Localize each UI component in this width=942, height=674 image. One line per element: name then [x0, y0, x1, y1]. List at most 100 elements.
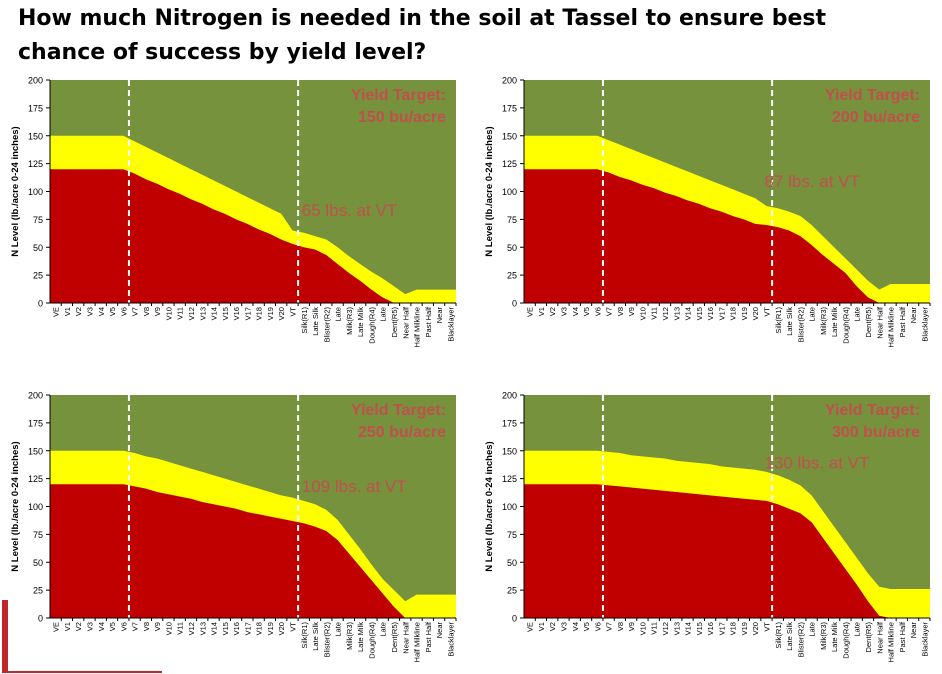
x-tick-label: Half Milkline [413, 307, 422, 347]
x-tick-label: VT [288, 307, 297, 317]
x-tick-label: V16 [706, 622, 715, 635]
x-tick-label: V15 [695, 307, 704, 320]
x-tick-label: V3 [559, 307, 568, 316]
yield-target-value: 200 bu/acre [832, 109, 920, 126]
x-tick-label: V10 [638, 307, 647, 320]
x-tick-label: Silk(R1) [774, 307, 783, 334]
y-tick-label: 125 [28, 474, 43, 484]
y-tick-label: 150 [28, 446, 43, 456]
x-tick-label: V6 [119, 307, 128, 316]
x-tick-label: Dent(R5) [390, 307, 399, 338]
x-tick-label: Near [909, 622, 918, 639]
x-tick-label: Past Half [898, 621, 907, 652]
x-tick-label: V5 [582, 622, 591, 631]
y-tick-label: 50 [33, 243, 43, 253]
x-tick-label: V8 [616, 622, 625, 631]
x-tick-label: Late Milk [830, 307, 839, 337]
x-tick-label: Past Half [898, 306, 907, 337]
x-tick-label: V8 [142, 307, 151, 316]
x-tick-label: Late Silk [311, 307, 320, 336]
x-tick-label: VE [526, 307, 535, 317]
x-tick-label: Near [435, 622, 444, 639]
x-tick-label: V15 [221, 307, 230, 320]
x-tick-label: Late Milk [356, 622, 365, 652]
x-tick-label: V14 [210, 622, 219, 635]
y-tick-label: 0 [38, 299, 43, 309]
x-tick-label: V2 [74, 622, 83, 631]
y-tick-label: 25 [33, 586, 43, 596]
x-tick-label: V7 [131, 622, 140, 631]
y-tick-label: 125 [502, 474, 517, 484]
x-tick-label: V9 [627, 307, 636, 316]
x-tick-label: Late Milk [830, 622, 839, 652]
x-tick-label: V16 [232, 622, 241, 635]
x-tick-label: V10 [638, 622, 647, 635]
x-tick-label: Silk(R1) [774, 622, 783, 649]
x-tick-label: V8 [142, 622, 151, 631]
x-tick-label: Near Half [875, 621, 884, 654]
x-tick-label: V3 [85, 622, 94, 631]
x-tick-label: Blister(R2) [322, 306, 331, 342]
vt-annotation: 109 lbs. at VT [302, 477, 407, 496]
x-tick-label: V7 [131, 307, 140, 316]
x-tick-label: Dent(R5) [864, 622, 873, 653]
x-tick-label: V12 [187, 307, 196, 320]
yield-target-value: 300 bu/acre [832, 424, 920, 441]
y-tick-label: 100 [502, 187, 517, 197]
x-tick-label: V9 [153, 622, 162, 631]
x-tick-label: V9 [627, 622, 636, 631]
x-tick-label: Dough(R4) [367, 307, 376, 344]
x-tick-label: V5 [582, 307, 591, 316]
x-tick-label: Late Silk [785, 622, 794, 651]
yield-target-label: Yield Target: [351, 87, 446, 104]
x-tick-label: V1 [63, 307, 72, 316]
yield-target-value: 150 bu/acre [358, 109, 446, 126]
x-tick-label: V5 [108, 307, 117, 316]
x-tick-label: Blacklayer [446, 307, 455, 342]
x-tick-label: Dough(R4) [841, 622, 850, 659]
y-tick-label: 25 [507, 271, 517, 281]
x-tick-label: V17 [717, 622, 726, 635]
x-tick-label: V2 [548, 622, 557, 631]
x-tick-label: Blacklayer [446, 622, 455, 657]
y-axis-label: N Level (lb./acre 0-24 inches) [10, 441, 21, 571]
x-tick-label: V6 [119, 622, 128, 631]
x-tick-label: Late [379, 307, 388, 322]
y-tick-label: 175 [502, 103, 517, 113]
y-tick-label: 175 [28, 103, 43, 113]
x-tick-label: Late [379, 622, 388, 637]
x-tick-label: Past Half [424, 306, 433, 337]
x-tick-label: V16 [232, 307, 241, 320]
y-tick-label: 25 [33, 271, 43, 281]
x-tick-label: V3 [85, 307, 94, 316]
x-tick-label: V10 [164, 622, 173, 635]
x-tick-label: V19 [740, 622, 749, 635]
chart-200-bu-acre: 0 25 50 75 100 125 150 175 200 VE V1 V2 V3 V4 V5 V6 V7 V8… [484, 76, 931, 347]
x-tick-label: Past Half [424, 621, 433, 652]
x-tick-label: V20 [751, 622, 760, 635]
x-tick-label: Dough(R4) [367, 622, 376, 659]
x-tick-label: Near Half [401, 621, 410, 654]
y-tick-label: 175 [28, 418, 43, 428]
y-tick-label: 25 [507, 586, 517, 596]
y-tick-label: 0 [512, 299, 517, 309]
x-tick-label: V4 [97, 307, 106, 316]
yield-target-value: 250 bu/acre [358, 424, 446, 441]
x-tick-label: Half Milkline [887, 307, 896, 347]
x-tick-label: Half Milkline [887, 622, 896, 662]
x-tick-label: V13 [672, 622, 681, 635]
accent-line [2, 671, 162, 673]
x-tick-label: V13 [198, 307, 207, 320]
y-tick-label: 75 [33, 530, 43, 540]
y-tick-label: 100 [28, 502, 43, 512]
x-tick-label: V17 [243, 622, 252, 635]
x-tick-label: V4 [571, 622, 580, 631]
x-tick-label: V6 [593, 622, 602, 631]
x-tick-label: V19 [266, 307, 275, 320]
x-tick-label: V8 [616, 307, 625, 316]
x-tick-label: V14 [684, 307, 693, 320]
x-tick-label: Late Silk [311, 622, 320, 651]
x-tick-label: Late Silk [785, 307, 794, 336]
deficit-zone-area [50, 169, 456, 303]
x-tick-label: V9 [153, 307, 162, 316]
